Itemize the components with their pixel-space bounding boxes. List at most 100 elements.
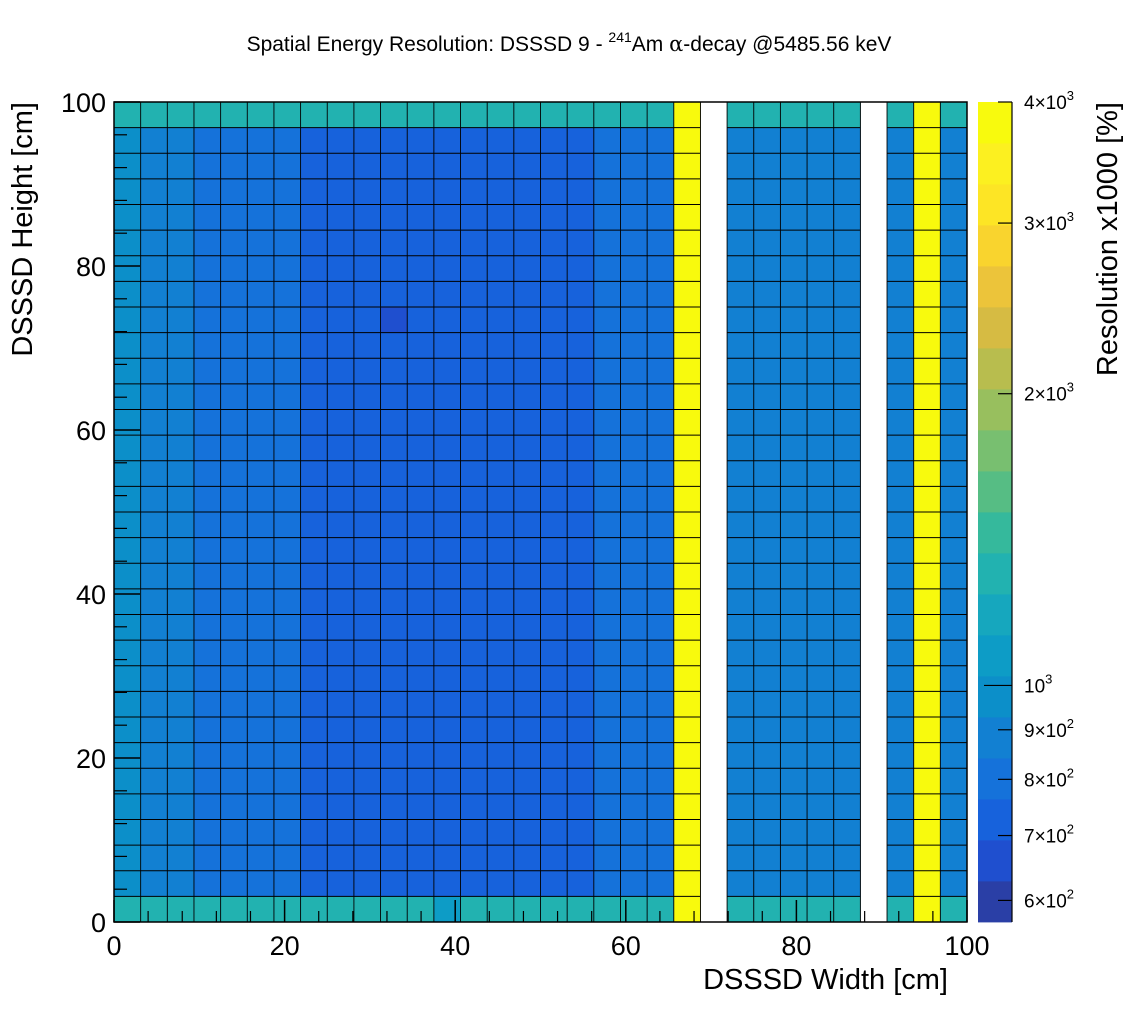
heatmap-cell bbox=[300, 332, 328, 359]
heatmap-cell bbox=[807, 409, 835, 436]
heatmap-cell bbox=[780, 793, 808, 820]
heatmap-cell bbox=[887, 742, 915, 769]
heatmap-cell bbox=[887, 537, 915, 564]
heatmap-cell bbox=[620, 537, 648, 564]
heatmap-cell bbox=[273, 563, 301, 590]
heatmap-cell bbox=[380, 178, 408, 205]
heatmap-cell bbox=[940, 691, 968, 718]
heatmap-cell bbox=[193, 486, 222, 513]
heatmap-cell bbox=[353, 255, 381, 282]
heatmap-cell bbox=[567, 178, 595, 205]
heatmap-cell bbox=[247, 691, 275, 718]
heatmap-cell bbox=[327, 819, 355, 846]
heatmap-cell bbox=[940, 537, 968, 564]
heatmap-cell bbox=[647, 537, 675, 564]
heatmap-cell bbox=[673, 460, 701, 487]
x-tick-label: 20 bbox=[270, 931, 300, 961]
heatmap-cell bbox=[407, 460, 435, 487]
heatmap-cell bbox=[247, 383, 275, 410]
heatmap-cell bbox=[353, 537, 381, 564]
heatmap-cell bbox=[300, 640, 328, 667]
heatmap-cell bbox=[620, 819, 648, 846]
heatmap-cell bbox=[460, 486, 488, 513]
heatmap-cell bbox=[273, 588, 301, 615]
heatmap-cell bbox=[487, 178, 515, 205]
heatmap-cell bbox=[513, 307, 541, 334]
heatmap-cell bbox=[913, 435, 941, 462]
heatmap-cell bbox=[673, 819, 701, 846]
heatmap-cell bbox=[247, 742, 275, 769]
heatmap-cell bbox=[247, 717, 275, 744]
heatmap-cell bbox=[833, 793, 861, 820]
heatmap-cell bbox=[780, 383, 808, 410]
heatmap-cell bbox=[807, 281, 835, 308]
heatmap-cell bbox=[380, 127, 408, 154]
heatmap-cell bbox=[167, 204, 195, 231]
heatmap-cell bbox=[353, 486, 381, 513]
heatmap-cell bbox=[753, 691, 781, 718]
heatmap-cell bbox=[407, 768, 435, 795]
heatmap-cell bbox=[807, 460, 835, 487]
heatmap-cell bbox=[647, 845, 675, 872]
heatmap-cell bbox=[380, 614, 408, 641]
heatmap-cell bbox=[673, 896, 701, 923]
heatmap-cell bbox=[887, 563, 915, 590]
heatmap-cell bbox=[807, 640, 835, 667]
heatmap-cell bbox=[647, 281, 675, 308]
heatmap-cell bbox=[407, 870, 435, 897]
plot-frame bbox=[113, 101, 968, 923]
heatmap-cell bbox=[727, 588, 755, 615]
heatmap-cell bbox=[300, 178, 328, 205]
heatmap-cell bbox=[247, 281, 275, 308]
heatmap-cell bbox=[727, 563, 755, 590]
heatmap-cell bbox=[727, 204, 755, 231]
heatmap-cell bbox=[647, 793, 675, 820]
heatmap-cell bbox=[460, 255, 488, 282]
heatmap-cell bbox=[460, 665, 488, 692]
heatmap-cell bbox=[540, 460, 568, 487]
heatmap-cell bbox=[913, 358, 941, 385]
heatmap-cell bbox=[353, 435, 381, 462]
heatmap-cell bbox=[540, 793, 568, 820]
heatmap-cell bbox=[727, 845, 755, 872]
heatmap-cell bbox=[567, 588, 595, 615]
heatmap-cell bbox=[753, 153, 781, 180]
heatmap-cell bbox=[460, 896, 488, 923]
heatmap-cell bbox=[620, 665, 648, 692]
heatmap-cell bbox=[940, 717, 968, 744]
heatmap-cell bbox=[300, 512, 328, 539]
heatmap-cell bbox=[780, 742, 808, 769]
heatmap-cell bbox=[327, 127, 355, 154]
heatmap-cell bbox=[380, 204, 408, 231]
heatmap-cell bbox=[460, 870, 488, 897]
heatmap-cell bbox=[460, 153, 488, 180]
heatmap-cell bbox=[887, 255, 915, 282]
heatmap-cell bbox=[513, 460, 541, 487]
heatmap-cell bbox=[380, 281, 408, 308]
heatmap-cell bbox=[727, 691, 755, 718]
heatmap-cell bbox=[220, 512, 248, 539]
heatmap-cell bbox=[567, 896, 595, 923]
heatmap-cell bbox=[140, 768, 168, 795]
heatmap-cell bbox=[327, 460, 355, 487]
heatmap-cell bbox=[887, 281, 915, 308]
heatmap-cell bbox=[727, 383, 755, 410]
heatmap-cell bbox=[753, 768, 781, 795]
heatmap-cell bbox=[407, 409, 435, 436]
heatmap-cell bbox=[780, 665, 808, 692]
heatmap-cell bbox=[487, 435, 515, 462]
heatmap-cell bbox=[913, 102, 941, 129]
heatmap-cell bbox=[913, 127, 941, 154]
heatmap-cell bbox=[593, 178, 621, 205]
heatmap-cell bbox=[327, 588, 355, 615]
y-tick-label: 40 bbox=[76, 580, 106, 610]
heatmap-cell bbox=[940, 230, 968, 257]
heatmap-cell bbox=[513, 717, 541, 744]
heatmap-cell bbox=[407, 383, 435, 410]
heatmap-cell bbox=[140, 742, 168, 769]
heatmap-cell bbox=[193, 870, 222, 897]
heatmap-cell bbox=[673, 307, 701, 334]
heatmap-cell bbox=[167, 460, 195, 487]
heatmap-cell bbox=[353, 845, 381, 872]
heatmap-cell bbox=[140, 640, 168, 667]
